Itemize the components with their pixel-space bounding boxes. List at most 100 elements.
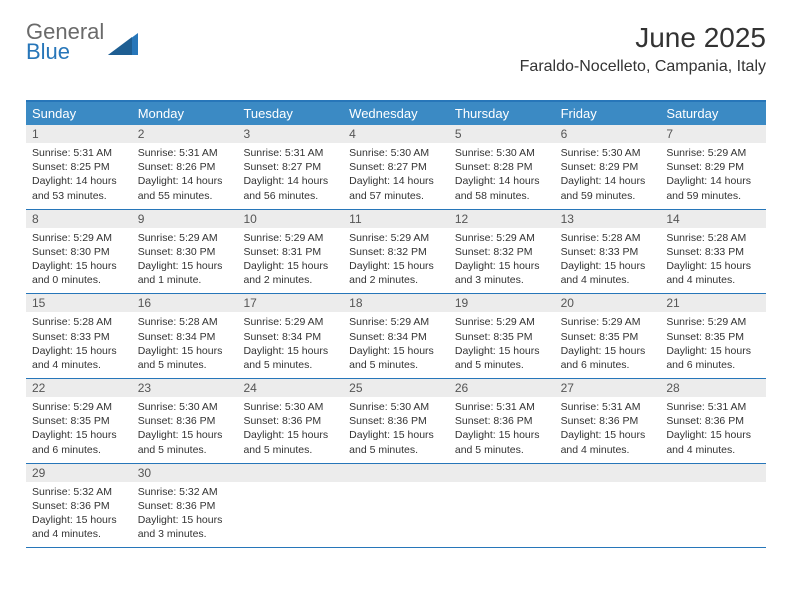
day-number: 20 [555, 294, 661, 312]
day-details: Sunrise: 5:28 AMSunset: 8:34 PMDaylight:… [132, 312, 238, 378]
day-ss: Sunset: 8:36 PM [243, 414, 337, 428]
day-ss: Sunset: 8:30 PM [32, 245, 126, 259]
day-number: 16 [132, 294, 238, 312]
day-d2: and 3 minutes. [138, 527, 232, 541]
day-number: 6 [555, 125, 661, 143]
day-d1: Daylight: 14 hours [455, 174, 549, 188]
day-details: Sunrise: 5:32 AMSunset: 8:36 PMDaylight:… [26, 482, 132, 548]
day-details: Sunrise: 5:30 AMSunset: 8:27 PMDaylight:… [343, 143, 449, 209]
day-ss: Sunset: 8:25 PM [32, 160, 126, 174]
calendar-day: 19Sunrise: 5:29 AMSunset: 8:35 PMDayligh… [449, 294, 555, 378]
day-d2: and 5 minutes. [349, 443, 443, 457]
day-sr: Sunrise: 5:29 AM [455, 231, 549, 245]
day-d1: Daylight: 15 hours [561, 344, 655, 358]
calendar-day: 11Sunrise: 5:29 AMSunset: 8:32 PMDayligh… [343, 210, 449, 294]
day-ss: Sunset: 8:36 PM [32, 499, 126, 513]
day-d1: Daylight: 15 hours [666, 259, 760, 273]
day-details: Sunrise: 5:29 AMSunset: 8:29 PMDaylight:… [660, 143, 766, 209]
day-number: 30 [132, 464, 238, 482]
day-d1: Daylight: 15 hours [455, 344, 549, 358]
day-details: Sunrise: 5:29 AMSunset: 8:32 PMDaylight:… [343, 228, 449, 294]
day-number: 5 [449, 125, 555, 143]
day-d2: and 58 minutes. [455, 189, 549, 203]
day-ss: Sunset: 8:27 PM [243, 160, 337, 174]
day-ss: Sunset: 8:34 PM [243, 330, 337, 344]
day-d2: and 5 minutes. [349, 358, 443, 372]
day-d2: and 53 minutes. [32, 189, 126, 203]
day-details: Sunrise: 5:30 AMSunset: 8:36 PMDaylight:… [343, 397, 449, 463]
day-sr: Sunrise: 5:31 AM [455, 400, 549, 414]
day-d1: Daylight: 14 hours [666, 174, 760, 188]
day-d1: Daylight: 15 hours [138, 513, 232, 527]
day-number: 27 [555, 379, 661, 397]
day-ss: Sunset: 8:36 PM [666, 414, 760, 428]
day-number: 23 [132, 379, 238, 397]
day-d1: Daylight: 15 hours [666, 344, 760, 358]
day-ss: Sunset: 8:29 PM [561, 160, 655, 174]
day-sr: Sunrise: 5:31 AM [561, 400, 655, 414]
day-d2: and 6 minutes. [32, 443, 126, 457]
calendar-day: 10Sunrise: 5:29 AMSunset: 8:31 PMDayligh… [237, 210, 343, 294]
calendar-day: 30Sunrise: 5:32 AMSunset: 8:36 PMDayligh… [132, 464, 238, 548]
day-number [343, 464, 449, 482]
day-details: Sunrise: 5:28 AMSunset: 8:33 PMDaylight:… [26, 312, 132, 378]
day-d1: Daylight: 15 hours [666, 428, 760, 442]
day-number: 10 [237, 210, 343, 228]
day-ss: Sunset: 8:35 PM [561, 330, 655, 344]
day-details: Sunrise: 5:29 AMSunset: 8:31 PMDaylight:… [237, 228, 343, 294]
day-d2: and 3 minutes. [455, 273, 549, 287]
day-header: Friday [555, 102, 661, 125]
day-number: 22 [26, 379, 132, 397]
day-d2: and 6 minutes. [666, 358, 760, 372]
day-ss: Sunset: 8:27 PM [349, 160, 443, 174]
day-ss: Sunset: 8:32 PM [455, 245, 549, 259]
calendar-day: 12Sunrise: 5:29 AMSunset: 8:32 PMDayligh… [449, 210, 555, 294]
calendar-day: 23Sunrise: 5:30 AMSunset: 8:36 PMDayligh… [132, 379, 238, 463]
day-d2: and 57 minutes. [349, 189, 443, 203]
day-d1: Daylight: 15 hours [561, 259, 655, 273]
day-number: 3 [237, 125, 343, 143]
day-number: 13 [555, 210, 661, 228]
day-ss: Sunset: 8:36 PM [561, 414, 655, 428]
day-d1: Daylight: 15 hours [32, 344, 126, 358]
calendar-day: 25Sunrise: 5:30 AMSunset: 8:36 PMDayligh… [343, 379, 449, 463]
day-details: Sunrise: 5:30 AMSunset: 8:36 PMDaylight:… [237, 397, 343, 463]
day-ss: Sunset: 8:33 PM [32, 330, 126, 344]
day-sr: Sunrise: 5:29 AM [561, 315, 655, 329]
day-sr: Sunrise: 5:31 AM [243, 146, 337, 160]
day-details: Sunrise: 5:31 AMSunset: 8:36 PMDaylight:… [660, 397, 766, 463]
day-d1: Daylight: 15 hours [32, 513, 126, 527]
day-number: 9 [132, 210, 238, 228]
calendar-day: 15Sunrise: 5:28 AMSunset: 8:33 PMDayligh… [26, 294, 132, 378]
day-d1: Daylight: 15 hours [455, 259, 549, 273]
day-ss: Sunset: 8:30 PM [138, 245, 232, 259]
calendar-day: 6Sunrise: 5:30 AMSunset: 8:29 PMDaylight… [555, 125, 661, 209]
day-sr: Sunrise: 5:29 AM [243, 315, 337, 329]
day-details: Sunrise: 5:28 AMSunset: 8:33 PMDaylight:… [660, 228, 766, 294]
day-number [449, 464, 555, 482]
day-number: 17 [237, 294, 343, 312]
calendar-day: 8Sunrise: 5:29 AMSunset: 8:30 PMDaylight… [26, 210, 132, 294]
day-d1: Daylight: 15 hours [243, 259, 337, 273]
day-details [660, 482, 766, 540]
day-number: 1 [26, 125, 132, 143]
day-number: 18 [343, 294, 449, 312]
day-details: Sunrise: 5:28 AMSunset: 8:33 PMDaylight:… [555, 228, 661, 294]
day-details: Sunrise: 5:29 AMSunset: 8:32 PMDaylight:… [449, 228, 555, 294]
day-sr: Sunrise: 5:29 AM [138, 231, 232, 245]
day-details: Sunrise: 5:31 AMSunset: 8:36 PMDaylight:… [555, 397, 661, 463]
day-d1: Daylight: 15 hours [349, 428, 443, 442]
day-number [660, 464, 766, 482]
calendar-day: 3Sunrise: 5:31 AMSunset: 8:27 PMDaylight… [237, 125, 343, 209]
calendar-day: 5Sunrise: 5:30 AMSunset: 8:28 PMDaylight… [449, 125, 555, 209]
calendar-week: 29Sunrise: 5:32 AMSunset: 8:36 PMDayligh… [26, 464, 766, 549]
calendar-day: 28Sunrise: 5:31 AMSunset: 8:36 PMDayligh… [660, 379, 766, 463]
day-d2: and 4 minutes. [666, 273, 760, 287]
calendar-day: 14Sunrise: 5:28 AMSunset: 8:33 PMDayligh… [660, 210, 766, 294]
day-sr: Sunrise: 5:31 AM [138, 146, 232, 160]
logo-text: General Blue [26, 22, 104, 62]
day-d1: Daylight: 15 hours [138, 344, 232, 358]
day-number: 15 [26, 294, 132, 312]
day-ss: Sunset: 8:34 PM [138, 330, 232, 344]
calendar-week: 8Sunrise: 5:29 AMSunset: 8:30 PMDaylight… [26, 210, 766, 295]
